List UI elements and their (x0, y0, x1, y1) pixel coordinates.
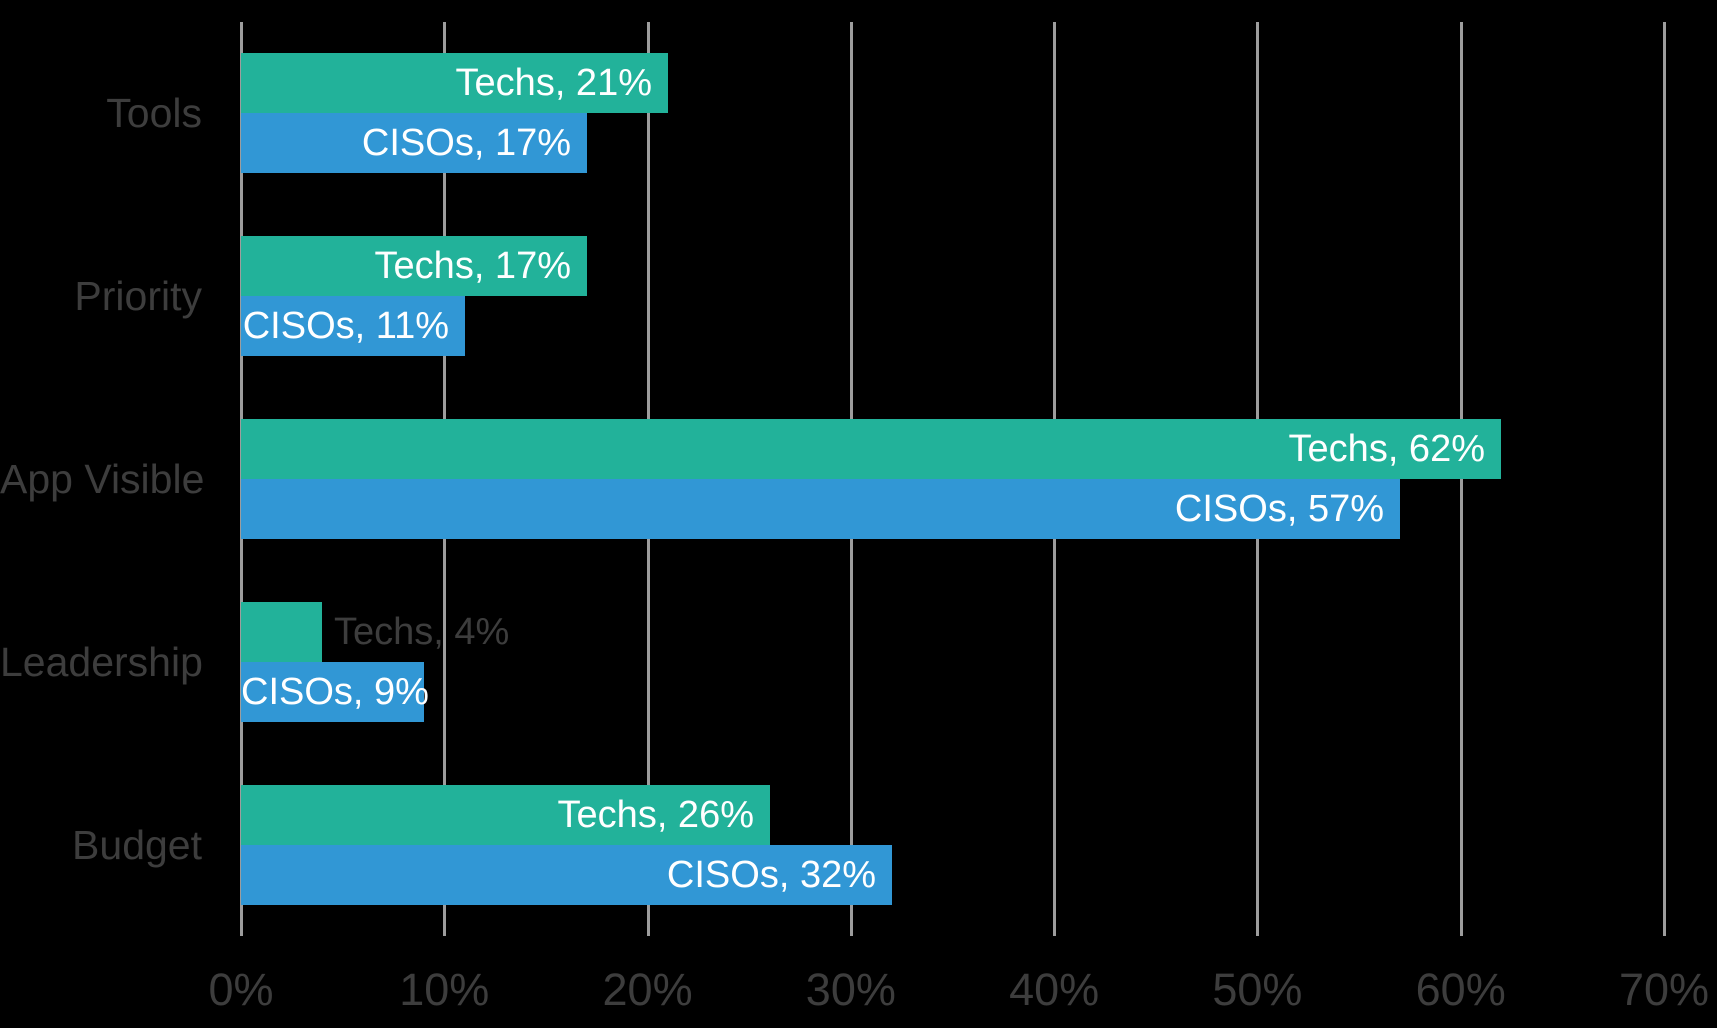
bar-label: CISOs, 11% (242, 305, 449, 348)
category-label: Tools (106, 90, 202, 137)
bar-label: Techs, 21% (455, 62, 652, 105)
bar-techs-priority (241, 236, 587, 297)
category-label: App Visible (0, 456, 205, 502)
bar-label: CISOs, 57% (1174, 488, 1384, 530)
bar-techs-leadership (241, 601, 322, 662)
bar-cisos-tools (241, 113, 587, 174)
bar-cisos-app-visible (241, 479, 1400, 539)
x-tick-label: 20% (602, 964, 693, 1015)
bar-techs-budget (241, 784, 770, 845)
bar-cisos-priority (241, 296, 465, 357)
x-tick-label: 30% (805, 964, 896, 1015)
bar-label: Techs, 17% (374, 245, 571, 288)
bar-techs-tools (241, 53, 668, 114)
bar-label: Techs, 62% (1288, 428, 1485, 470)
bar-label: CISOs, 17% (361, 122, 571, 165)
gridline (1663, 22, 1666, 936)
bar-label: Techs, 26% (557, 793, 754, 836)
x-tick-label: 0% (208, 964, 274, 1015)
category-label: Priority (74, 273, 202, 320)
bar-cisos-budget (241, 844, 892, 905)
category-label: Budget (72, 821, 202, 868)
x-tick-label: 50% (1212, 964, 1303, 1015)
category-label: Leadership (0, 638, 203, 685)
x-tick-label: 10% (399, 964, 490, 1015)
bar-cisos-leadership (241, 661, 424, 722)
x-tick-label: 60% (1415, 964, 1506, 1015)
x-tick-label: 70% (1618, 964, 1710, 1015)
bar-techs-app-visible (241, 419, 1501, 479)
bar-label: CISOs, 9% (241, 670, 429, 713)
bar-label: Techs, 4% (334, 610, 510, 653)
x-tick-label: 40% (1009, 964, 1100, 1015)
bar-label: CISOs, 32% (666, 853, 876, 896)
gridline (1459, 22, 1463, 936)
